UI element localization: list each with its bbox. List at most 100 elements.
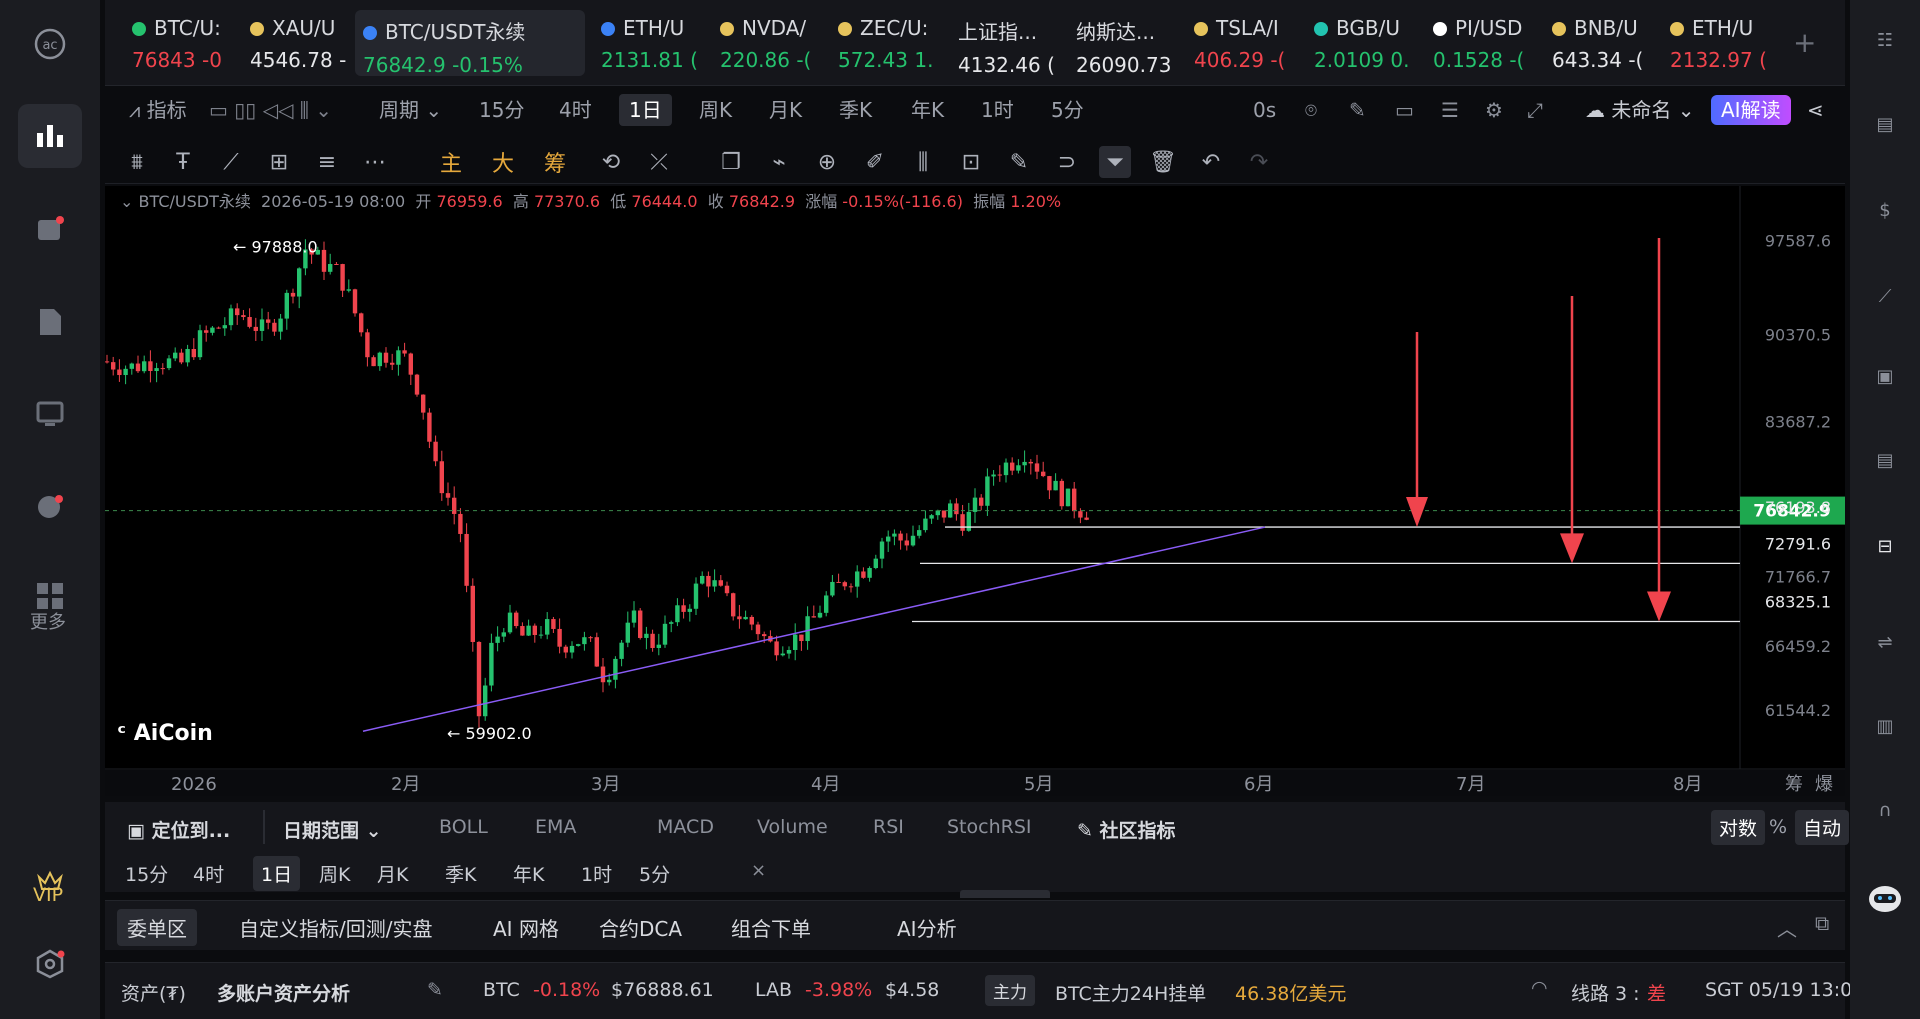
indicator-option[interactable]: EMA xyxy=(535,816,577,838)
document-icon[interactable]: ▤ xyxy=(1876,113,1894,135)
ruler-tool-icon[interactable]: ⩩ xyxy=(131,149,143,175)
exchange-icon[interactable]: ⇌ xyxy=(1877,631,1893,653)
period-option[interactable]: 1时 xyxy=(581,864,613,886)
period-option[interactable]: 15分 xyxy=(479,98,525,122)
redo-icon[interactable]: ↷ xyxy=(1249,149,1269,175)
indicator-option[interactable]: MACD xyxy=(657,816,714,838)
ticker-tab[interactable]: ETH/U 2132.97 ( xyxy=(1662,10,1780,76)
trash-icon[interactable]: 🗑 xyxy=(1149,149,1177,175)
multi-account-analysis[interactable]: 多账户资产分析 xyxy=(217,983,351,1005)
add-ticker-icon[interactable]: + xyxy=(1793,26,1817,59)
period-option[interactable]: 1日 xyxy=(253,856,301,891)
period-option[interactable]: 1时 xyxy=(981,98,1014,122)
period-option[interactable]: 15分 xyxy=(125,864,169,886)
list-view-icon[interactable]: ☷ xyxy=(1876,29,1894,51)
ticker-tab[interactable]: TSLA/I 406.29 -( xyxy=(1186,10,1304,76)
layout-icon[interactable]: ▥ xyxy=(1876,715,1894,737)
period-option[interactable]: 季K xyxy=(839,98,873,122)
analysis-nav-icon[interactable] xyxy=(18,474,82,538)
indicator-option[interactable]: RSI xyxy=(873,816,904,838)
popout-icon[interactable]: ⧉ xyxy=(1815,911,1830,935)
undo-icon[interactable]: ↶ xyxy=(1201,149,1221,175)
close-icon[interactable]: × xyxy=(751,860,767,881)
chart-svg[interactable]: 97587.6 90370.5 83687.2 71766.7 66459.2 61544… xyxy=(104,186,1845,796)
indicator-option[interactable]: BOLL xyxy=(439,816,488,838)
edit-icon[interactable]: ✎ xyxy=(1009,149,1029,175)
measure-icon[interactable]: ⤫ xyxy=(650,149,668,175)
fullscreen-icon[interactable]: ⤢ xyxy=(1527,98,1543,122)
monitor-icon[interactable]: ▣ xyxy=(1876,365,1894,387)
eraser-icon[interactable]: ✐ xyxy=(865,149,885,175)
zoom-in-icon[interactable]: ⊕ xyxy=(817,149,837,175)
document-nav-icon[interactable] xyxy=(18,290,82,354)
collapse-icon[interactable]: ⌄ xyxy=(120,192,139,211)
layout-icons[interactable]: ▭ ▯▯ ◁◁ ⫼ ⌄ xyxy=(209,98,333,122)
period-option[interactable]: 月K xyxy=(769,98,803,122)
pen-icon[interactable]: ✎ xyxy=(1349,98,1366,122)
indicator-option[interactable]: Volume xyxy=(757,816,828,838)
auto-scale-toggle[interactable]: 自动 xyxy=(1795,810,1850,845)
headset-icon[interactable]: ∩ xyxy=(1878,799,1892,821)
more-tools-icon[interactable]: ⋯ xyxy=(364,149,386,175)
ticker-tab[interactable]: BNB/U 643.34 -( xyxy=(1544,10,1662,76)
sync-icon[interactable]: ⟲ xyxy=(601,149,621,175)
period-option[interactable]: 周K xyxy=(699,98,733,122)
aicoin-logo-icon[interactable]: ac xyxy=(18,12,82,76)
ticker-tab[interactable]: ZEC/U: 572.43 1. xyxy=(830,10,948,76)
chart-nav-icon[interactable] xyxy=(18,104,82,168)
camera-icon[interactable]: ⌾ xyxy=(1305,98,1317,122)
text-tool-icon[interactable]: Ŧ xyxy=(176,149,190,175)
list-icon[interactable]: ☰ xyxy=(1441,98,1459,122)
bottom-tab[interactable]: AI分析 xyxy=(897,917,957,941)
lock-icon[interactable]: ⊡ xyxy=(961,149,981,175)
vip-crown-icon[interactable] xyxy=(18,848,82,912)
indicator-option[interactable]: StochRSI xyxy=(947,816,1032,838)
period-option[interactable]: 4时 xyxy=(193,864,225,886)
settings-hex-icon[interactable] xyxy=(18,932,82,996)
monitor-nav-icon[interactable] xyxy=(18,382,82,446)
ticker-tab[interactable]: BTC/USDT永续 76842.9 -0.15% xyxy=(355,10,585,77)
edit-icon[interactable]: ✎ xyxy=(427,979,443,1001)
line-label[interactable]: 线路 3 : xyxy=(1571,983,1640,1005)
dollar-icon[interactable]: $ xyxy=(1879,199,1891,221)
bottom-tab[interactable]: 委单区 xyxy=(117,909,197,946)
period-option[interactable]: 年K xyxy=(513,864,545,886)
community-indicators-button[interactable]: ✎ 社区指标 xyxy=(1077,820,1176,842)
collapse-up-icon[interactable]: ︿ xyxy=(1777,917,1797,941)
indicator-button[interactable]: ⩘ 指标 xyxy=(129,98,187,122)
tag-icon[interactable]: ⌁ xyxy=(772,149,786,175)
candle-icon[interactable]: ⫼ xyxy=(917,149,929,175)
more-apps-icon[interactable] xyxy=(18,564,82,628)
box-tool-icon[interactable]: ⊞ xyxy=(269,149,289,175)
ticker-tab[interactable]: 纳斯达... 26090.73 xyxy=(1068,10,1186,77)
locate-button[interactable]: ▣ 定位到... xyxy=(127,820,231,842)
layout-name-dropdown[interactable]: ☁ 未命名 ⌄ xyxy=(1585,98,1695,122)
resize-handle[interactable] xyxy=(960,890,1050,898)
parallel-tool-icon[interactable]: ≡ xyxy=(317,149,337,175)
filter-icon[interactable]: ⏷ xyxy=(1099,146,1131,178)
ticker-tab[interactable]: BTC/U: 76843 -0 xyxy=(124,10,242,76)
ai-interpret-button[interactable]: AI解读 xyxy=(1711,95,1791,125)
share-icon[interactable]: ⋖ xyxy=(1807,98,1824,122)
log-scale-toggle[interactable]: 对数 xyxy=(1711,810,1766,845)
bot-icon[interactable]: ⊟ xyxy=(1877,535,1893,557)
period-option[interactable]: 年K xyxy=(911,98,945,122)
news-nav-icon[interactable] xyxy=(18,198,82,262)
bottom-tab[interactable]: 合约DCA xyxy=(599,917,683,941)
ticker-tab[interactable]: PI/USD 0.1528 -( xyxy=(1425,10,1543,76)
main-orders-text[interactable]: BTC主力24H挂单 xyxy=(1055,983,1207,1005)
etf-icon[interactable]: ▤ xyxy=(1876,449,1894,471)
bottom-tab[interactable]: 组合下单 xyxy=(731,917,811,941)
main-overlay-toggle[interactable]: 主 xyxy=(439,152,462,177)
period-option[interactable]: 1日 xyxy=(619,94,672,126)
comment-icon[interactable]: ▭ xyxy=(1395,98,1414,122)
assets-label[interactable]: 资产(₮) xyxy=(121,983,186,1005)
ticker-tab[interactable]: NVDA/220.86 -( xyxy=(712,10,830,76)
line-tool-icon[interactable]: ⟋ xyxy=(223,149,239,175)
candlestick-chart[interactable]: 97587.6 90370.5 83687.2 71766.7 66459.2 61544… xyxy=(104,186,1845,796)
period-option[interactable]: 4时 xyxy=(559,98,592,122)
ticker-tab[interactable]: ETH/U 2131.81 ( xyxy=(593,10,711,76)
date-range-dropdown[interactable]: 日期范围 ⌄ xyxy=(283,820,382,842)
period-option[interactable]: 5分 xyxy=(639,864,671,886)
vip-label[interactable]: VIP xyxy=(33,884,64,906)
